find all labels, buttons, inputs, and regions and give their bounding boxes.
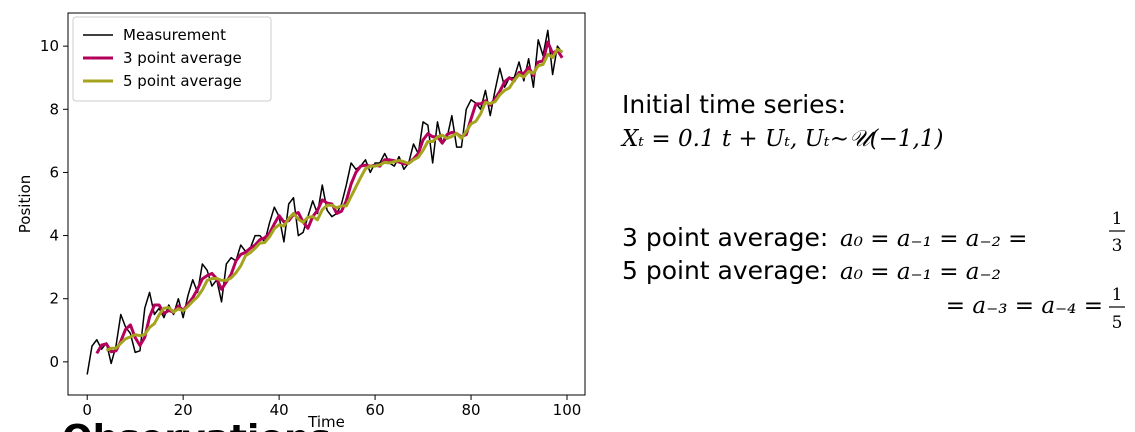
label: 5 point average: xyxy=(622,256,828,285)
series-line xyxy=(105,47,563,352)
numerator: 1 xyxy=(1112,285,1123,305)
plot-frame xyxy=(67,12,586,396)
numerator: 1 xyxy=(1112,209,1123,229)
x-tick-label: 100 xyxy=(553,401,582,419)
denominator: 5 xyxy=(1112,313,1123,333)
y-axis-label: Position xyxy=(16,175,34,233)
y-tick-label: 0 xyxy=(49,353,59,371)
x-tick-label: 0 xyxy=(82,401,92,419)
y-tick-label: 10 xyxy=(40,37,59,55)
label: 3 point average: xyxy=(622,223,828,252)
formula: a₀ = a₋₁ = a₋₂ xyxy=(840,259,1001,285)
y-tick-label: 4 xyxy=(49,227,59,245)
x-tick-label: 40 xyxy=(270,401,289,419)
x-tick-label: 80 xyxy=(461,401,480,419)
formula: a₀ = a₋₁ = a₋₂ = xyxy=(840,226,1027,252)
x-axis-label: Time xyxy=(307,413,345,431)
x-tick-label: 20 xyxy=(174,401,193,419)
y-tick-label: 8 xyxy=(49,100,59,118)
x-tick-label: 60 xyxy=(366,401,385,419)
y-tick-label: 2 xyxy=(49,290,59,308)
y-tick-label: 6 xyxy=(49,163,59,181)
section-heading: Observations xyxy=(62,418,331,432)
legend-label: 5 point average xyxy=(123,72,242,90)
formula: = a₋₃ = a₋₄ = xyxy=(946,293,1103,319)
formula: Xₜ = 0.1 t + Uₜ, Uₜ∼𝒰(−1,1) xyxy=(620,126,943,152)
heading: Initial time series: xyxy=(622,90,846,119)
legend-label: 3 point average xyxy=(123,49,242,67)
denominator: 3 xyxy=(1112,236,1123,256)
legend-label: Measurement xyxy=(123,26,226,44)
legend-box xyxy=(72,16,272,102)
